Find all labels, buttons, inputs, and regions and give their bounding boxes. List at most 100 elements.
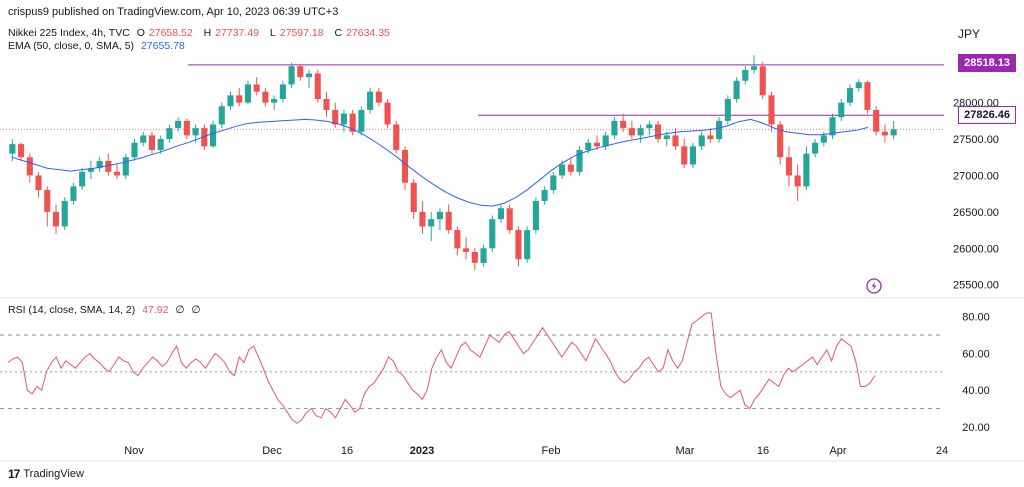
open-value: 27658.52	[148, 27, 193, 39]
resistance-price-tag: 28518.13	[958, 54, 1016, 72]
lightning-icon[interactable]	[866, 278, 882, 294]
candle-body	[332, 109, 339, 125]
rsi-tick-label: 60.00	[962, 348, 990, 360]
candle-body	[716, 120, 723, 140]
price-tick-label: 25500.00	[953, 280, 999, 292]
ema-line	[11, 118, 869, 207]
candle-body	[18, 144, 25, 158]
rsi-bands	[0, 334, 944, 409]
candle-body	[175, 120, 182, 129]
candle-body	[445, 211, 452, 231]
candle-body	[52, 211, 60, 227]
candle-body	[524, 230, 531, 260]
candle-body	[262, 91, 269, 103]
candle-body	[480, 248, 487, 263]
rsi-legend[interactable]: RSI (14, close, SMA, 14, 2) 47.92 ∅ ∅	[8, 304, 205, 316]
candle-body	[855, 82, 862, 89]
candle-body	[768, 95, 775, 125]
rsi-value: 47.92	[142, 304, 169, 316]
time-tick-label: Apr	[829, 445, 846, 457]
rsi-axis[interactable]: 80.00 60.00 40.00 20.00	[962, 312, 990, 434]
candle-body	[105, 160, 112, 172]
price-tick-label: 26000.00	[953, 243, 999, 255]
candle-body	[9, 144, 16, 154]
candle-body	[114, 171, 121, 176]
candle-body	[585, 142, 592, 150]
ema-legend[interactable]: EMA (50, close, 0, SMA, 5) 27655.78	[8, 40, 189, 52]
candle-body	[358, 109, 365, 132]
candle-body	[654, 124, 662, 140]
candle-body	[253, 84, 260, 92]
rsi-tick-label: 40.00	[962, 385, 990, 397]
candle-body	[873, 109, 880, 132]
candle-body	[323, 98, 330, 110]
time-tick-label: Feb	[542, 445, 561, 457]
candle-body	[87, 168, 94, 172]
ohlc-high: H 27737.49	[204, 27, 263, 39]
candle-body	[881, 131, 888, 136]
candle-body	[759, 66, 766, 96]
candle-body	[166, 128, 173, 140]
ohlc-low: L 27597.18	[270, 27, 328, 39]
candle-body	[785, 157, 792, 176]
ohlc-close: C 27634.35	[334, 27, 393, 39]
candle-body	[79, 171, 86, 187]
candle-body	[279, 84, 286, 99]
candle-body	[236, 95, 243, 103]
candle-body	[681, 146, 688, 165]
candle-body	[410, 182, 417, 212]
candle-body	[35, 175, 42, 191]
candle-body	[864, 82, 871, 110]
candle-body	[419, 211, 426, 227]
candle-body	[689, 146, 697, 165]
candle-body	[471, 251, 478, 263]
candle-body	[698, 135, 705, 147]
symbol-legend[interactable]: Nikkei 225 Index, 4h, TVC O 27658.52 H 277…	[8, 27, 398, 39]
candle-body	[367, 91, 374, 110]
tradingview-logo-icon: 17	[8, 467, 20, 481]
candle-body	[183, 120, 190, 136]
candle-body	[646, 124, 653, 129]
tradingview-logo[interactable]: 17 TradingView	[8, 467, 84, 481]
candle-body	[559, 164, 566, 176]
candle-body	[70, 186, 77, 201]
candle-body	[122, 157, 129, 176]
candles	[9, 55, 897, 271]
candle-body	[567, 164, 574, 172]
candle-body	[349, 113, 356, 132]
candle-body	[148, 135, 156, 150]
candle-body	[637, 128, 644, 136]
candle-body	[663, 135, 670, 140]
rsi-line	[7, 312, 876, 424]
high-key: H	[203, 27, 212, 39]
high-value: 27737.49	[215, 27, 259, 39]
candle-body	[506, 208, 513, 231]
candle-body	[375, 91, 382, 103]
candle-body	[620, 120, 627, 129]
horizontal-levels[interactable]	[0, 64, 944, 130]
price-axis[interactable]: 28000.0027500.0027000.0026500.0026000.00…	[953, 98, 999, 292]
candle-body	[672, 135, 679, 147]
time-axis[interactable]: Nov Dec 16 2023 Feb Mar 16 Apr 24	[124, 445, 948, 457]
candle-body	[192, 128, 199, 136]
candle-body	[157, 139, 164, 150]
time-tick-label: Mar	[676, 445, 695, 457]
support-price-tag: 27826.46	[958, 106, 1016, 124]
candle-body	[288, 66, 295, 85]
candle-body	[532, 200, 539, 231]
candle-body	[209, 124, 217, 147]
candle-body	[602, 135, 609, 147]
candle-body	[340, 113, 347, 125]
close-value: 27634.35	[346, 27, 390, 39]
ema-label: EMA (50, close, 0, SMA, 5)	[8, 40, 135, 52]
candle-body	[707, 135, 714, 140]
time-tick-label: 2023	[410, 445, 434, 457]
candle-body	[742, 69, 749, 81]
candle-body	[803, 153, 810, 187]
price-tick-label: 26500.00	[953, 207, 999, 219]
candle-body	[26, 157, 33, 176]
candle-body	[393, 124, 400, 150]
close-key: C	[334, 27, 343, 39]
ohlc-open: O 27658.52	[137, 27, 197, 39]
